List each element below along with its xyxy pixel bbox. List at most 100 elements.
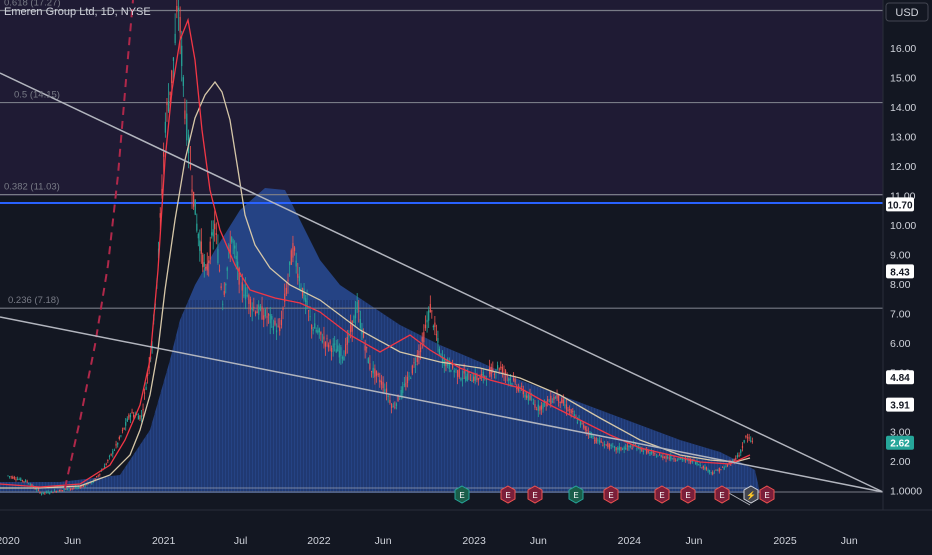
candle-body (351, 320, 353, 332)
candle-body (79, 487, 81, 488)
candle-body (218, 269, 221, 271)
candle-body (641, 448, 643, 452)
candle-body (385, 388, 388, 395)
candle-body (176, 5, 178, 12)
candle-body (490, 367, 492, 377)
candle-body (334, 343, 336, 345)
fib-labels: 0.618 (17.27) 0.5 (14.15) 0.382 (11.03) 0.2… (4, 0, 61, 306)
candle-body (592, 435, 594, 437)
candle-body (537, 404, 539, 411)
candle-body (602, 445, 604, 447)
candle-body (309, 316, 311, 318)
candle-body (603, 443, 606, 445)
candle-body (397, 395, 399, 401)
candle-body (240, 276, 242, 277)
resistance-zone (0, 0, 883, 196)
earnings-marker[interactable]: E (680, 485, 696, 504)
candle-body (704, 467, 706, 470)
candle-body (103, 466, 106, 469)
candle-body (314, 323, 316, 329)
candle-body (411, 365, 413, 374)
candle-body (423, 332, 425, 343)
symbol-title[interactable]: Emeren Group Ltd, 1D, NYSE (4, 6, 151, 18)
moving-average-dashed (64, 0, 134, 489)
candle-body (736, 455, 739, 457)
candle-body (501, 366, 503, 374)
time-tick-label: 2022 (307, 535, 331, 547)
candle-body (698, 464, 700, 465)
candle-body (279, 326, 281, 332)
candle-body (492, 368, 494, 371)
candle-body (326, 338, 328, 340)
candle-body (612, 445, 614, 447)
candle-body (399, 398, 401, 400)
earnings-marker[interactable]: E (454, 485, 470, 504)
earnings-marker[interactable]: E (527, 485, 543, 504)
candle-body (547, 399, 549, 402)
candle-body (323, 336, 325, 340)
candle-body (274, 320, 276, 325)
candle-body (394, 406, 396, 408)
candle-body (511, 383, 513, 385)
candle-body (196, 223, 198, 231)
candle-body (415, 364, 417, 366)
split-icon[interactable]: ⚡ (743, 485, 759, 504)
candle-body (13, 477, 15, 479)
candle-body (437, 338, 439, 343)
candle-body (324, 342, 327, 347)
time-axis[interactable]: 2020 Jun 2021 Jul 2022 Jun 2023 Jun 2024 Jun 2025 J… (0, 535, 858, 547)
candle-body (572, 411, 574, 413)
candle-body (70, 488, 72, 490)
candle-body (312, 329, 314, 331)
candle-body (125, 422, 127, 426)
candle-body (720, 469, 722, 471)
earnings-marker[interactable]: E (654, 485, 670, 504)
trendline-upper[interactable] (0, 72, 884, 493)
earnings-marker[interactable]: E (714, 485, 730, 504)
candle-body (121, 430, 124, 432)
candle-body (536, 408, 538, 410)
price-tick-label: 1.0000 (890, 486, 922, 498)
event-markers[interactable]: E E E E E E E E ⚡ E (454, 485, 775, 504)
candle-body (229, 244, 231, 254)
candle-body (440, 354, 442, 356)
earnings-marker[interactable]: E (568, 485, 584, 504)
price-tick-label: 13.00 (890, 132, 916, 144)
candle-body (743, 440, 745, 443)
candle-body (123, 427, 125, 430)
candle-body (503, 372, 505, 374)
candle-body (667, 456, 669, 458)
candle-body (117, 442, 119, 445)
candle-body (707, 470, 709, 472)
event-marker-letter: ⚡ (746, 490, 756, 500)
candle-body (84, 485, 86, 487)
candle-body (191, 189, 193, 193)
currency-badge[interactable]: USD (885, 2, 929, 22)
candle-body (434, 322, 436, 328)
candle-body (438, 348, 441, 355)
candle-body (531, 398, 533, 400)
candle-body (311, 325, 313, 330)
candle-body (631, 447, 633, 450)
candle-body (275, 330, 278, 333)
candle-body (15, 479, 17, 480)
earnings-marker[interactable]: E (603, 485, 619, 504)
earnings-marker[interactable]: E (500, 485, 516, 504)
price-label-text: 8.43 (890, 267, 910, 278)
candle-body (629, 445, 632, 447)
candle-body (167, 100, 170, 112)
trendline-lower[interactable] (0, 316, 884, 493)
price-tick-label: 14.00 (890, 102, 916, 114)
candle-body (562, 399, 564, 404)
candle-body (584, 426, 586, 430)
candle-body (448, 361, 450, 369)
candle-body (366, 347, 368, 349)
candle-body (740, 450, 742, 453)
candle-body (663, 457, 666, 458)
price-axis-background (883, 0, 932, 510)
candle-body (284, 293, 286, 302)
earnings-marker[interactable]: E (759, 485, 775, 504)
price-label-badge: 2.62 (886, 435, 914, 450)
